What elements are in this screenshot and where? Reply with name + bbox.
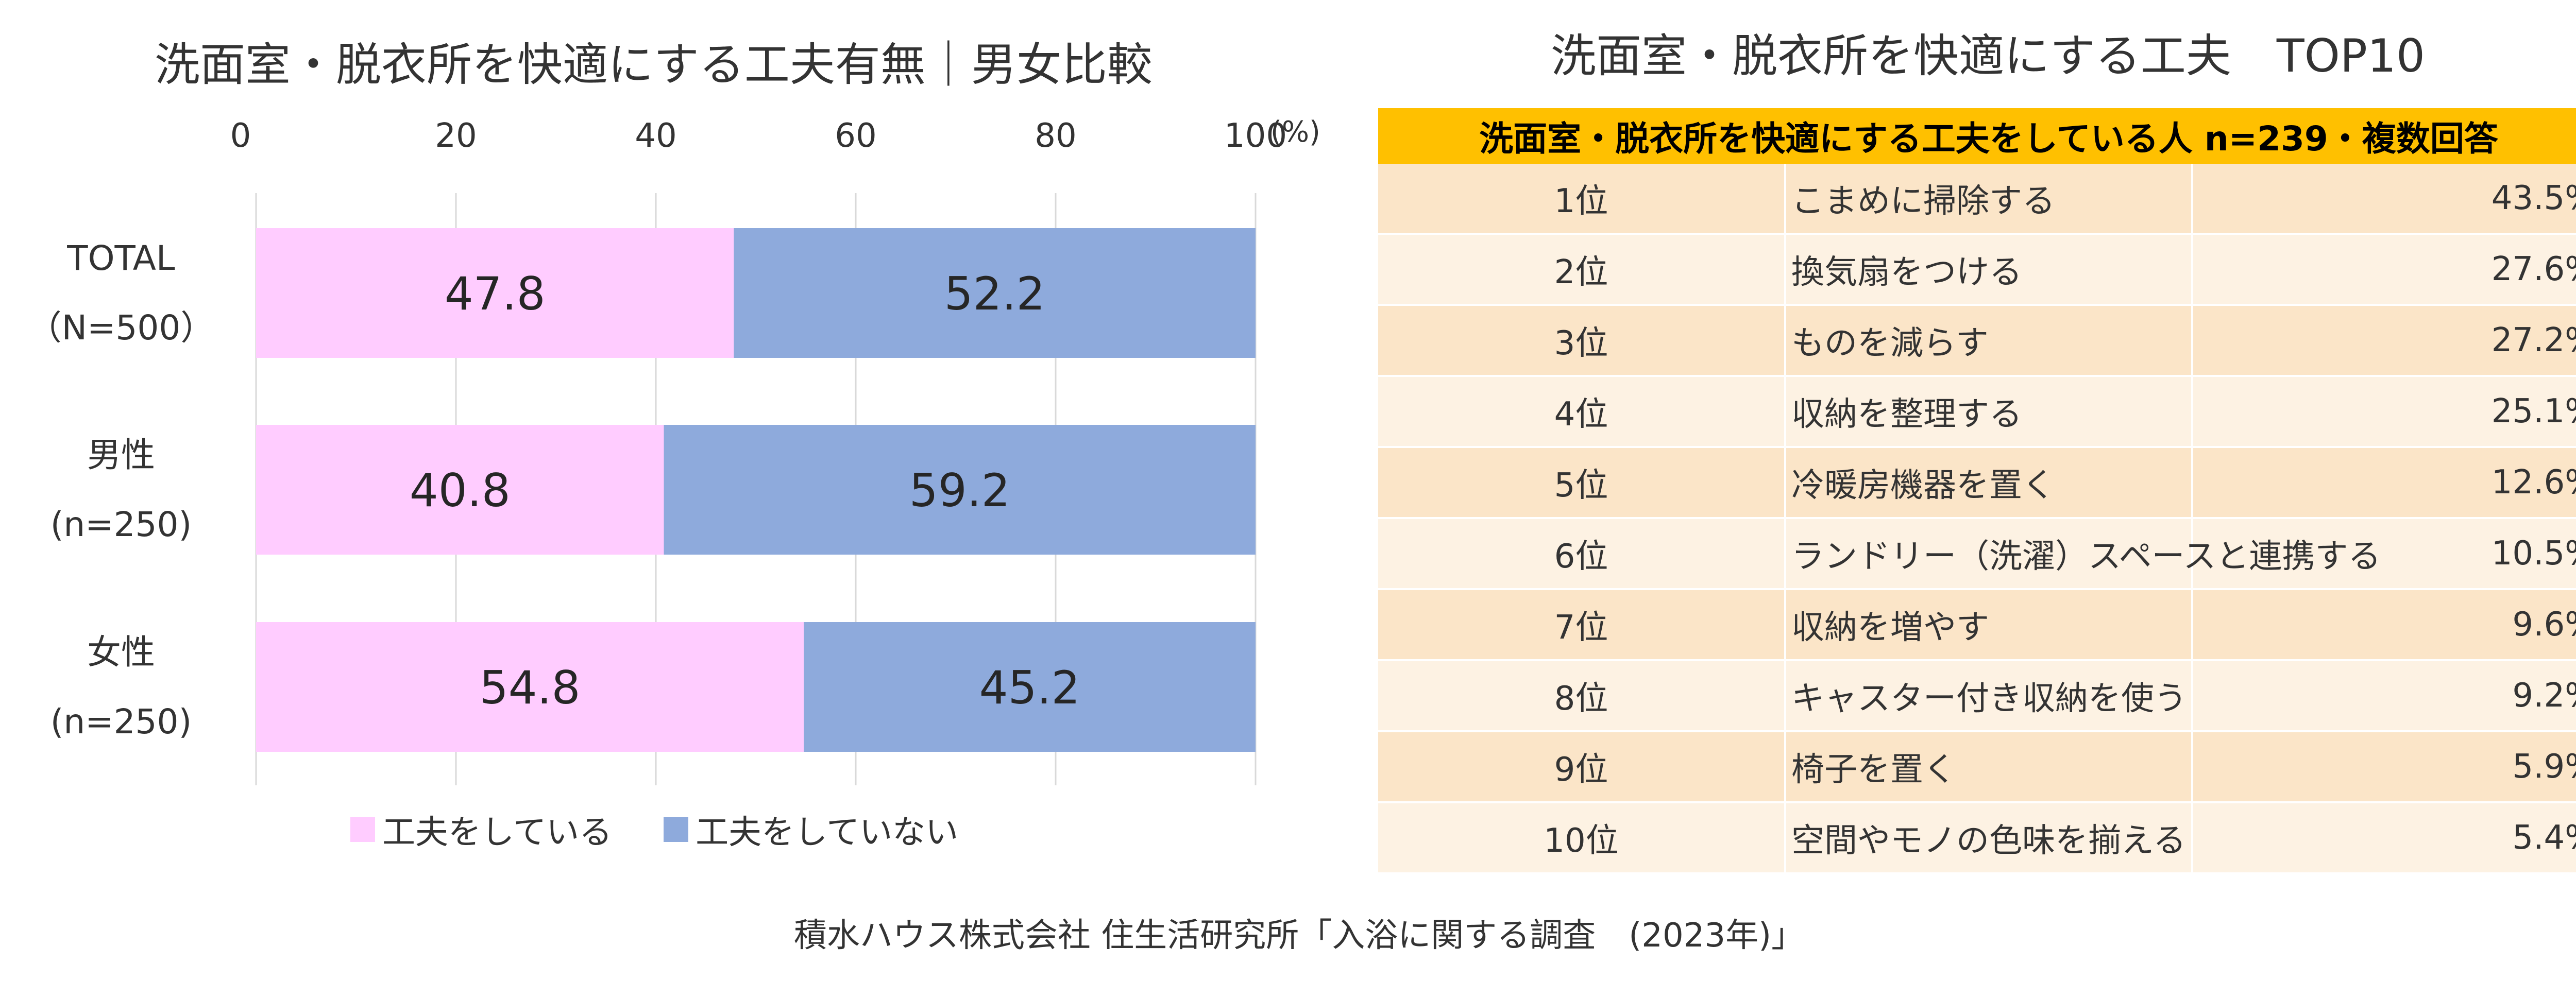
rank-cell: 4位 [1378, 375, 1786, 447]
stacked-bar-chart: 0 20 40 60 80 100(%) TOTAL （N=500） 男性 (n=250) 女性 (n… [28, 115, 1320, 785]
data-label: 54.8 [480, 661, 581, 714]
item-cell: こまめに掃除する [1785, 164, 2193, 234]
category-label: 男性 [87, 435, 155, 475]
percent-cell: 12.6% [2192, 446, 2576, 518]
rank-cell: 9位 [1378, 730, 1786, 802]
ranking-table: 洗面室・脱衣所を快適にする工夫をしている人 n=239・複数回答 1位 こまめに掃… [1378, 108, 2576, 872]
category-sublabel: (n=250) [50, 505, 192, 544]
item-cell: 冷暖房機器を置く [1785, 446, 2193, 518]
rank-cell: 7位 [1378, 588, 1786, 660]
percent-cell: 9.6% [2192, 588, 2576, 660]
rank-cell: 5位 [1378, 446, 1786, 518]
rank-cell: 6位 [1378, 517, 1786, 589]
x-tick-label: 40 [635, 117, 676, 155]
category-label: 女性 [87, 632, 155, 672]
data-label: 59.2 [909, 464, 1010, 517]
percent-cell: 25.1% [2192, 375, 2576, 447]
legend-label-done: 工夫をしている [382, 814, 613, 852]
item-cell: 空間やモノの色味を揃える [1785, 801, 2193, 872]
legend-item-done: 工夫をしている [350, 806, 612, 853]
item-cell: ランドリー（洗濯）スペースと連携する [1785, 517, 2381, 589]
percent-cell: 5.4% [2192, 801, 2576, 872]
x-tick-label: 0 [230, 117, 251, 155]
item-cell: ものを減らす [1785, 304, 2193, 376]
table-header: 洗面室・脱衣所を快適にする工夫をしている人 n=239・複数回答 [1378, 108, 2576, 164]
legend-label-not-done: 工夫をしていない [696, 814, 959, 852]
bar-segment-not-done [804, 622, 1256, 752]
category-sublabel: （N=500） [28, 308, 215, 348]
axis-unit-label: (%) [1270, 115, 1320, 149]
data-label: 45.2 [979, 661, 1080, 714]
percent-cell: 27.6% [2192, 233, 2576, 305]
rank-cell: 8位 [1378, 659, 1786, 731]
percent-cell: 43.5% [2192, 164, 2576, 234]
legend-swatch-done [350, 817, 375, 842]
chart-legend: 工夫をしている 工夫をしていない [350, 806, 958, 853]
bar-segment-not-done [664, 425, 1256, 555]
item-cell: 収納を整理する [1785, 375, 2193, 447]
rank-cell: 3位 [1378, 304, 1786, 376]
x-tick-label: 100 [1224, 117, 1287, 155]
legend-swatch-not-done [664, 817, 689, 842]
table-title: 洗面室・脱衣所を快適にする工夫 TOP10 [1551, 29, 2425, 82]
rank-cell: 2位 [1378, 233, 1786, 305]
percent-cell: 9.2% [2192, 659, 2576, 731]
bar-segment-done [256, 228, 734, 358]
percent-cell: 27.2% [2192, 304, 2576, 376]
rank-cell: 10位 [1378, 801, 1786, 872]
bar-segment-done [256, 622, 804, 752]
data-label: 40.8 [410, 464, 511, 517]
bar-segment-not-done [734, 228, 1256, 358]
x-tick-label: 60 [835, 117, 876, 155]
category-sublabel: (n=250) [50, 702, 192, 742]
legend-item-not-done: 工夫をしていない [664, 806, 958, 853]
data-label: 52.2 [944, 267, 1045, 320]
rank-cell: 1位 [1378, 164, 1786, 234]
item-cell: 換気扇をつける [1785, 233, 2193, 305]
bar-segment-done [256, 425, 664, 555]
x-tick-label: 20 [435, 117, 477, 155]
source-note: 積水ハウス株式会社 住生活研究所「入浴に関する調査 (2023年)」 [793, 917, 1805, 955]
chart-title: 洗面室・脱衣所を快適にする工夫有無｜男女比較 [155, 38, 1153, 91]
percent-cell: 5.9% [2192, 730, 2576, 802]
item-cell: 収納を増やす [1785, 588, 2193, 660]
item-cell: 椅子を置く [1785, 730, 2193, 802]
item-cell: キャスター付き収納を使う [1785, 659, 2193, 731]
x-tick-label: 80 [1035, 117, 1076, 155]
category-label: TOTAL [66, 238, 175, 278]
data-label: 47.8 [445, 267, 546, 320]
percent-cell: 10.5% [2192, 517, 2576, 589]
